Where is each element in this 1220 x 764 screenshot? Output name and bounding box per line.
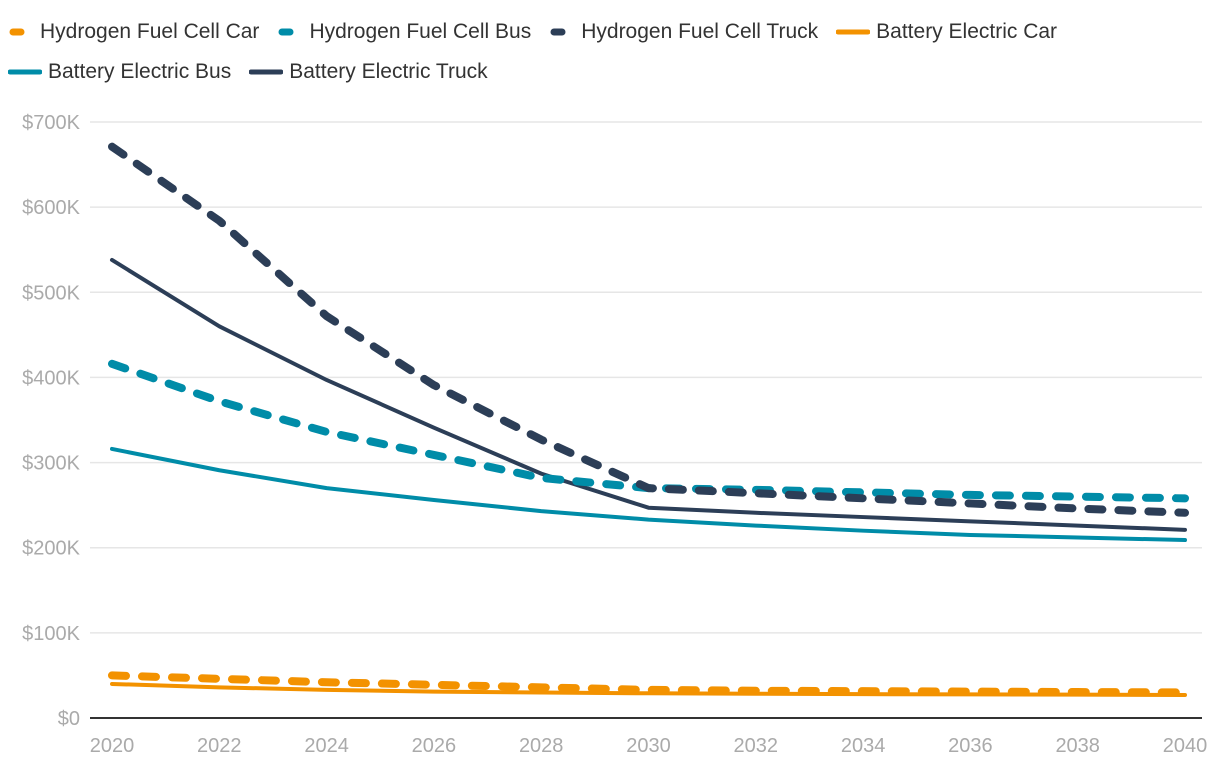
- legend-item[interactable]: Battery Electric Truck: [248, 52, 488, 92]
- legend-item[interactable]: Battery Electric Car: [835, 12, 1058, 52]
- legend-swatch-icon: [9, 28, 25, 36]
- y-tick-label: $200K: [22, 538, 80, 560]
- series-line-battery-electric-bus: [110, 446, 1187, 543]
- legend-item[interactable]: Hydrogen Fuel Cell Car: [8, 12, 259, 52]
- legend-swatch-icon: [248, 69, 284, 75]
- legend-label: Hydrogen Fuel Cell Truck: [581, 20, 819, 43]
- y-tick-label: $500K: [22, 282, 80, 304]
- legend-label: Hydrogen Fuel Cell Car: [40, 20, 260, 43]
- series-line-hydrogen-fuel-cell-truck: [108, 142, 1189, 517]
- x-tick-label: 2020: [90, 735, 135, 757]
- legend-label: Hydrogen Fuel Cell Bus: [309, 20, 532, 43]
- x-tick-label: 2032: [734, 735, 779, 757]
- legend-swatch-icon: [550, 28, 566, 36]
- x-tick-label: 2040: [1163, 735, 1208, 757]
- legend-label: Battery Electric Car: [876, 20, 1058, 43]
- legend-swatch-icon: [278, 28, 294, 36]
- legend-label: Battery Electric Truck: [289, 60, 488, 83]
- legend-label: Battery Electric Bus: [48, 60, 232, 83]
- x-tick-label: 2030: [626, 735, 671, 757]
- y-tick-label: $700K: [22, 112, 80, 134]
- x-tick-label: 2022: [197, 735, 242, 757]
- legend-item[interactable]: Hydrogen Fuel Cell Bus: [277, 12, 531, 52]
- x-tick-label: 2038: [1055, 735, 1100, 757]
- series-line-battery-electric-car: [110, 681, 1187, 698]
- legend-item[interactable]: Hydrogen Fuel Cell Truck: [549, 12, 818, 52]
- y-tick-label: $600K: [22, 197, 80, 219]
- y-tick-label: $400K: [22, 367, 80, 389]
- y-tick-label: $100K: [22, 623, 80, 645]
- y-tick-label: $0: [58, 708, 80, 730]
- legend-item[interactable]: Battery Electric Bus: [7, 52, 232, 92]
- x-tick-label: 2034: [841, 735, 886, 757]
- x-tick-label: 2026: [412, 735, 457, 757]
- y-tick-label: $300K: [22, 453, 80, 475]
- legend: Hydrogen Fuel Cell Car Hydrogen Fuel Cell…: [7, 12, 1208, 92]
- series-line-battery-electric-truck: [110, 257, 1187, 532]
- x-tick-label: 2024: [304, 735, 349, 757]
- series-line-hydrogen-fuel-cell-car: [108, 671, 1189, 697]
- legend-swatch-icon: [7, 69, 43, 75]
- x-tick-label: 2028: [519, 735, 564, 757]
- legend-swatch-icon: [835, 29, 871, 35]
- x-tick-label: 2036: [948, 735, 993, 757]
